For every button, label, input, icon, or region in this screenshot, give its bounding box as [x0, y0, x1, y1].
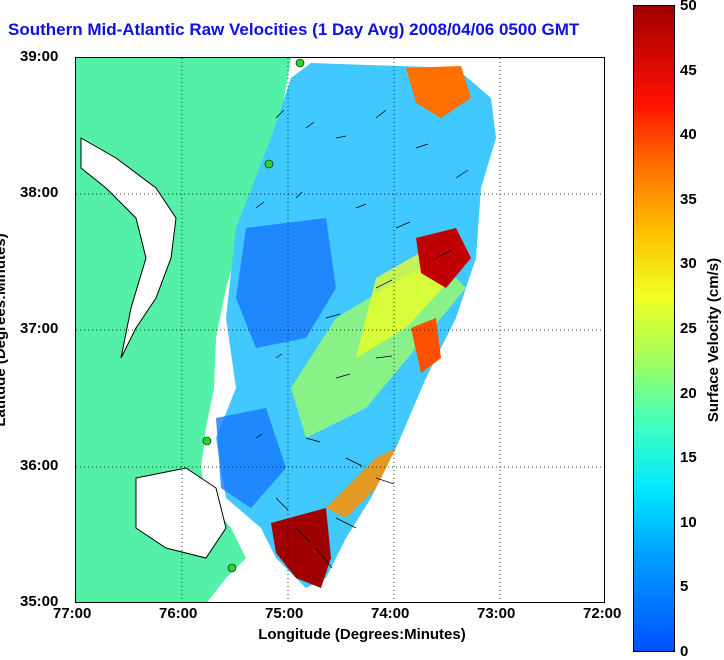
- velocity-edge-orange: [326, 448, 396, 518]
- x-axis-label: Longitude (Degrees:Minutes): [258, 626, 466, 643]
- x-tick-label: 72:00: [583, 605, 622, 622]
- velocity-hotspot-east: [411, 318, 441, 373]
- velocity-vectors: [255, 109, 469, 569]
- x-tick-label: 76:00: [159, 605, 198, 622]
- colorbar-tick: 10: [680, 514, 697, 531]
- x-tick-label: 73:00: [477, 605, 516, 622]
- x-tick-label: 77:00: [53, 605, 92, 622]
- colorbar: [633, 5, 675, 652]
- velocity-hotspot-center: [416, 228, 471, 288]
- colorbar-label: Surface Velocity (cm/s): [705, 257, 722, 423]
- velocity-slow-region: [236, 218, 336, 348]
- y-tick-label: 39:00: [20, 48, 59, 65]
- y-tick-label: 38:00: [20, 184, 59, 201]
- colorbar-tick: 15: [680, 449, 697, 466]
- x-tick-label: 75:00: [265, 605, 304, 622]
- x-tick-label: 74:00: [371, 605, 410, 622]
- colorbar-tick: 35: [680, 191, 697, 208]
- pamlico-sound: [135, 467, 227, 559]
- y-tick-label: 35:00: [20, 593, 59, 610]
- map-plot-area: [75, 57, 605, 603]
- colorbar-tick: 45: [680, 62, 697, 79]
- radar-sites: [202, 58, 305, 573]
- colorbar-tick: 5: [680, 578, 689, 595]
- colorbar-tick: 50: [680, 0, 697, 14]
- velocity-slow-region-south: [216, 408, 286, 508]
- y-tick-label: 37:00: [20, 320, 59, 337]
- colorbar-tick: 0: [680, 643, 689, 660]
- colorbar-tick: 30: [680, 255, 697, 272]
- y-axis-label: Latitude (Degrees:Minutes): [0, 233, 9, 427]
- map-gridlines: [76, 58, 604, 602]
- colorbar-tick: 25: [680, 320, 697, 337]
- colorbar-tick: 20: [680, 385, 697, 402]
- colorbar-tick: 40: [680, 126, 697, 143]
- velocity-hotspot-south: [271, 508, 331, 588]
- y-tick-label: 36:00: [20, 457, 59, 474]
- chesapeake-bay: [80, 137, 177, 359]
- map-title: Southern Mid-Atlantic Raw Velocities (1 …: [8, 20, 580, 39]
- velocity-hotspot-north: [406, 66, 471, 118]
- map-canvas: [76, 58, 604, 602]
